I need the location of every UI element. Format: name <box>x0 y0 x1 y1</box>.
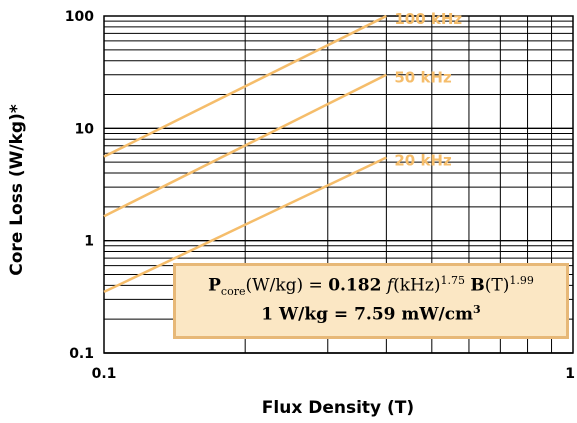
conversion-main: 1 W/kg = 7.59 mW/cm <box>261 304 474 325</box>
formula-annotation-box: Pcore(W/kg) = 0.182 f(kHz)1.75 B(T)1.99 … <box>173 263 569 339</box>
formula-f-units: (kHz) <box>393 275 441 296</box>
y-axis-title: Core Loss (W/kg)* <box>7 104 27 276</box>
x-tick-label: 1 <box>565 366 575 382</box>
formula-coef: 0.182 <box>328 275 382 296</box>
series-line-2 <box>103 156 387 294</box>
series-label-2: 20 kHz <box>394 151 452 169</box>
formula-p: P <box>208 275 221 296</box>
chart-series: 100 kHz 50 kHz 20 kHz <box>103 10 462 294</box>
formula-b-exp: 1.99 <box>509 274 534 287</box>
formula-units: (W/kg) = <box>245 275 329 296</box>
formula-f: f <box>386 275 394 296</box>
core-loss-formula: Pcore(W/kg) = 0.182 f(kHz)1.75 B(T)1.99 <box>176 274 566 298</box>
plot-frame <box>103 15 574 354</box>
series-line-1 <box>103 73 387 218</box>
x-tick-label: 0.1 <box>92 366 117 382</box>
unit-conversion: 1 W/kg = 7.59 mW/cm3 <box>176 303 566 325</box>
y-tick-label: 100 <box>65 9 94 25</box>
formula-b-units: (T) <box>484 275 510 296</box>
y-tick-label: 10 <box>75 121 95 137</box>
formula-f-exp: 1.75 <box>440 274 465 287</box>
series-line-0 <box>103 14 387 158</box>
chart-ticks: 0.1 1 10 100 0.1 1 <box>65 9 575 382</box>
formula-sub: core <box>220 285 246 299</box>
conversion-exp: 3 <box>473 303 481 317</box>
formula-b: B <box>470 275 485 296</box>
x-axis-title: Flux Density (T) <box>262 398 414 418</box>
y-tick-label: 0.1 <box>69 346 94 362</box>
series-label-0: 100 kHz <box>394 10 462 28</box>
y-tick-label: 1 <box>84 234 94 250</box>
series-label-1: 50 kHz <box>394 69 452 87</box>
